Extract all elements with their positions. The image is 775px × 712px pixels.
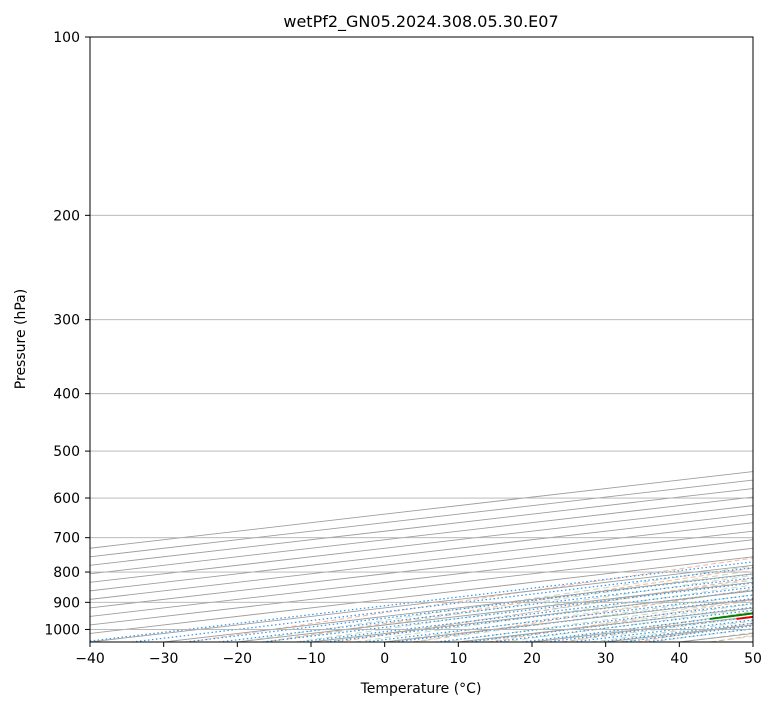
y-tick-label: 300 [53, 313, 80, 329]
x-tick-label: −40 [75, 651, 105, 667]
grid-layer [90, 37, 753, 642]
y-tick-label: 500 [53, 444, 80, 460]
y-tick-label: 700 [53, 531, 80, 547]
moist-adiabat-line [443, 598, 753, 642]
isotherm-line [90, 539, 753, 617]
isotherm-line [90, 513, 753, 592]
isotherm-line [90, 530, 753, 609]
isotherm-line [90, 522, 753, 600]
axis-layer: −40 −30 −20 −10 0 10 20 30 40 50 100 200 300 400 500 60… [44, 30, 762, 667]
x-tick-label: −10 [296, 651, 326, 667]
y-tick-label: 600 [53, 491, 80, 507]
isotherm-line [90, 505, 753, 583]
isotherm-line [90, 488, 753, 566]
x-tick-label: 0 [380, 651, 389, 667]
y-tick-label: 900 [53, 595, 80, 611]
y-tick-label: 100 [53, 30, 80, 46]
x-tick-label: 40 [670, 651, 688, 667]
moist-adiabat-line [414, 594, 753, 642]
isotherm-line [90, 496, 753, 575]
x-axis-label: Temperature (°C) [360, 681, 482, 697]
isotherm-line [90, 479, 753, 558]
plot-frame [89, 36, 754, 643]
y-axis-label: Pressure (hPa) [13, 289, 29, 389]
isotherm-line [90, 471, 753, 549]
x-tick-label: 10 [449, 651, 467, 667]
x-tick-label: −30 [149, 651, 179, 667]
x-tick-label: −20 [223, 651, 253, 667]
mixing-ratio-line [365, 594, 753, 642]
chart-title: wetPf2_GN05.2024.308.05.30.E07 [283, 12, 558, 32]
mixing-ratio-line [90, 561, 753, 642]
x-tick-label: 30 [597, 651, 615, 667]
x-tick-label: 50 [744, 651, 762, 667]
y-tick-label: 800 [53, 565, 80, 581]
x-tick-label: 20 [523, 651, 541, 667]
y-tick-label: 400 [53, 387, 80, 403]
y-tick-label: 1000 [44, 622, 80, 638]
y-tick-label: 200 [53, 208, 80, 224]
